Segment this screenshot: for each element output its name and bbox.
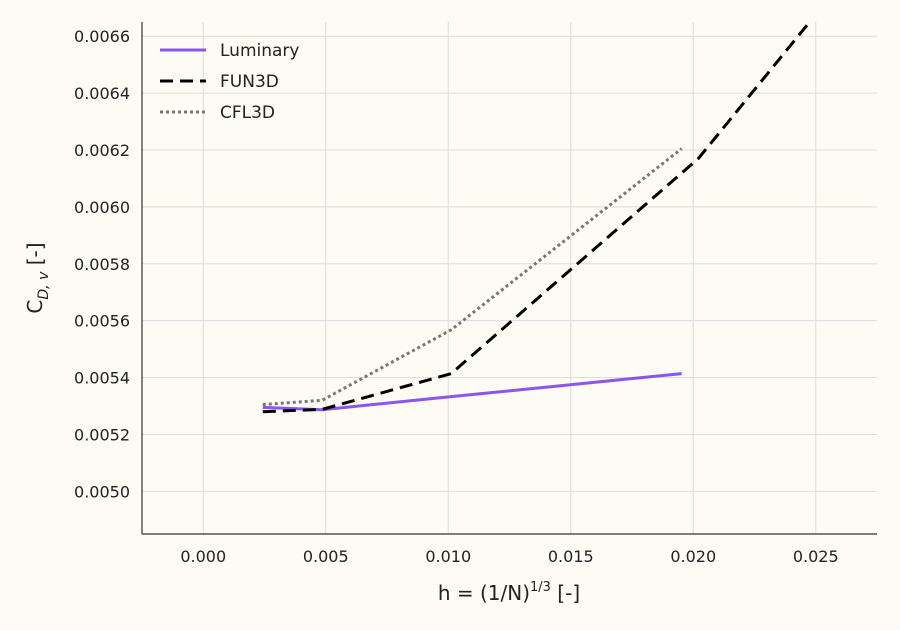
x-tick-label: 0.020: [670, 547, 716, 566]
series-line-luminary: [262, 372, 682, 412]
y-tick-label: 0.0064: [74, 84, 130, 103]
x-tick-label: 0.015: [548, 547, 594, 566]
ticks: 0.000 0.005 0.010 0.015 0.020 0.025 0.0050 0.00…: [74, 27, 839, 566]
axes: [141, 22, 877, 535]
x-tick-label: 0.025: [793, 547, 839, 566]
legend-label-luminary: Luminary: [220, 41, 299, 61]
y-tick-label: 0.0052: [74, 425, 130, 444]
x-axis-label: h = (1/N)1/3 [-]: [438, 580, 580, 605]
y-tick-label: 0.0060: [74, 198, 130, 217]
series-line-fun3d: [262, 22, 811, 414]
y-tick-label: 0.0050: [74, 482, 130, 501]
legend-label-cfl3d: CFL3D: [220, 103, 275, 123]
grid: [142, 22, 877, 534]
y-tick-label: 0.0058: [74, 255, 130, 274]
y-tick-label: 0.0066: [74, 27, 130, 46]
x-tick-label: 0.005: [303, 547, 349, 566]
legend: Luminary FUN3D CFL3D: [160, 41, 299, 123]
legend-label-fun3d: FUN3D: [220, 72, 279, 92]
series-line-cfl3d: [262, 147, 683, 407]
y-tick-label: 0.0056: [74, 312, 130, 331]
x-tick-label: 0.000: [180, 547, 226, 566]
y-axis-label: CD, v [-]: [23, 242, 52, 313]
y-tick-label: 0.0062: [74, 141, 130, 160]
x-tick-label: 0.010: [425, 547, 471, 566]
y-tick-label: 0.0054: [74, 369, 130, 388]
series-layer: [262, 22, 811, 414]
